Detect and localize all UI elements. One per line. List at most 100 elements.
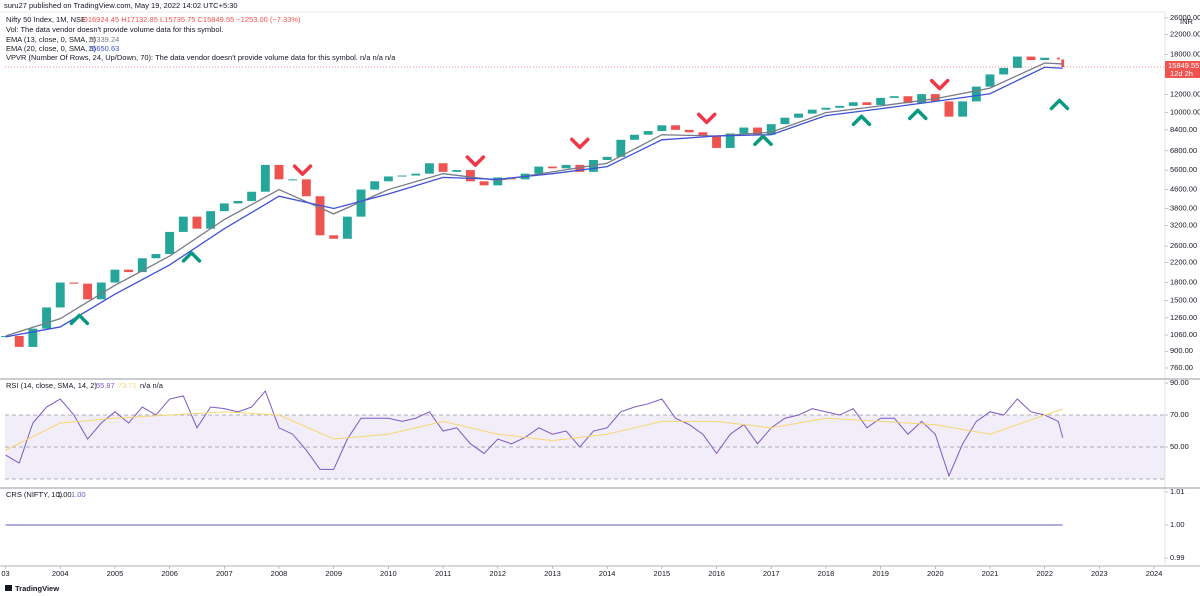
x-tick-label: 2008: [271, 569, 288, 578]
y-tick-label: 18000.00: [1170, 49, 1200, 58]
y-tick-label: 0.99: [1170, 553, 1185, 562]
candle: [712, 135, 721, 148]
logo-icon: [5, 585, 12, 591]
y-tick-label: 8400.00: [1170, 125, 1197, 134]
y-tick-label: 22000.00: [1170, 29, 1200, 38]
candle: [178, 216, 188, 232]
x-tick-label: 2018: [818, 569, 835, 578]
candle: [602, 156, 612, 160]
x-tick-label: 2004: [52, 569, 69, 578]
x-tick-label: 2020: [927, 569, 944, 578]
ema-legend-value: 15650.63: [88, 44, 119, 53]
y-tick-label: 900.00: [1170, 346, 1193, 355]
x-tick-label: 2016: [708, 569, 725, 578]
candle: [260, 164, 270, 192]
candle: [1026, 56, 1036, 61]
x-tick-label: 2019: [872, 569, 889, 578]
x-tick-label: 2012: [489, 569, 506, 578]
candle: [985, 74, 995, 87]
y-tick-label: 3800.00: [1170, 203, 1197, 212]
tradingview-logo: TradingView: [5, 584, 59, 593]
candle: [739, 127, 749, 134]
candle: [28, 328, 38, 347]
candle: [438, 163, 448, 172]
candle: [165, 231, 175, 255]
x-tick-label: 2010: [380, 569, 397, 578]
indicator-line: [5, 390, 1064, 478]
candle: [561, 164, 571, 169]
x-tick-label: 2006: [161, 569, 178, 578]
y-tick-label: 12000.00: [1170, 90, 1200, 99]
last-price-label: 15849.55: [1168, 61, 1199, 70]
candle: [780, 117, 790, 125]
candle: [206, 211, 216, 229]
candle: [233, 200, 243, 204]
candle: [124, 269, 134, 273]
volume-note: Vol: The data vendor doesn't provide vol…: [6, 25, 223, 34]
candle: [356, 189, 366, 217]
countdown-label: 12d 2h: [1170, 69, 1193, 78]
candle: [493, 177, 503, 186]
x-tick-label: 2011: [435, 569, 451, 578]
x-tick-label: 2017: [763, 569, 780, 578]
candle: [1040, 57, 1050, 61]
crs-legend: CRS (NIFTY, 10): [6, 490, 63, 499]
buy-marker: [851, 114, 872, 127]
y-tick-label: 26000.00: [1170, 13, 1200, 22]
candle: [1061, 59, 1065, 67]
indicator-line: [5, 408, 1063, 451]
ema-legend-value: 16339.24: [88, 35, 119, 44]
candle: [794, 113, 804, 118]
sell-marker: [465, 155, 486, 167]
candle: [14, 335, 24, 347]
candle: [342, 216, 352, 239]
y-tick-label: 1060.00: [1170, 330, 1197, 339]
candle: [301, 179, 311, 197]
y-tick-label: 2600.00: [1170, 241, 1197, 250]
sell-marker: [696, 112, 717, 125]
candle: [807, 109, 817, 114]
legend-value: 1.00: [57, 490, 72, 499]
candle: [1056, 57, 1060, 60]
candle: [944, 101, 954, 117]
y-tick-label: 760.00: [1170, 363, 1193, 372]
buy-marker: [69, 313, 90, 326]
y-tick-label: 1260.00: [1170, 313, 1197, 322]
candle: [657, 125, 667, 132]
candle: [315, 196, 325, 236]
candle: [219, 203, 229, 212]
candle: [630, 134, 639, 140]
candle: [766, 124, 776, 135]
candle: [383, 176, 393, 182]
y-tick-label: 1.00: [1170, 520, 1185, 529]
x-tick-label: 2005: [107, 569, 124, 578]
candle: [96, 282, 106, 300]
symbol-title: Nifty 50 Index, 1M, NSE: [6, 15, 86, 24]
candle: [479, 181, 489, 186]
y-tick-label: 1.01: [1170, 487, 1185, 496]
candle: [971, 86, 981, 102]
candle: [903, 96, 913, 104]
rsi-legend: RSI (14, close, SMA, 14, 2): [6, 381, 97, 390]
legend-value: 55.87: [96, 381, 115, 390]
y-tick-label: 50.00: [1170, 442, 1189, 451]
candle: [999, 67, 1009, 75]
candle: [821, 107, 831, 110]
ema-line: [5, 66, 1063, 338]
rsi-band: [5, 415, 1165, 480]
y-tick-label: 1800.00: [1170, 278, 1197, 287]
y-tick-label: 5600.00: [1170, 165, 1197, 174]
candle: [616, 139, 626, 157]
candle: [684, 129, 694, 133]
buy-marker: [908, 108, 928, 121]
candle: [1012, 56, 1022, 68]
x-tick-label: 2023: [1091, 569, 1108, 578]
candle: [876, 97, 886, 105]
candles: [1, 56, 1065, 347]
buy-marker: [181, 251, 202, 263]
currency-label: INR: [1180, 17, 1194, 26]
candle: [698, 132, 708, 136]
candle: [69, 282, 79, 284]
